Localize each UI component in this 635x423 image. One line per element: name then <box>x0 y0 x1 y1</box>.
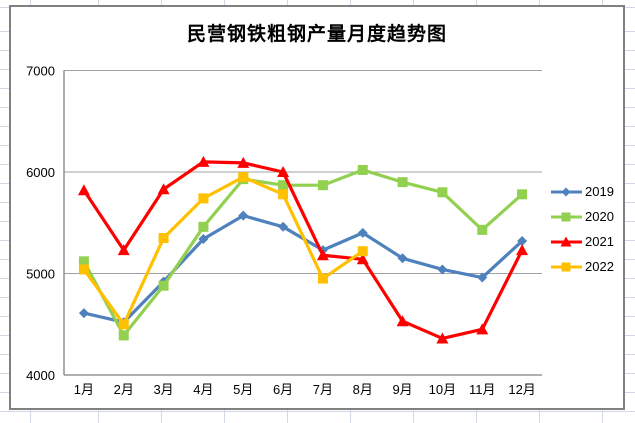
square-marker-icon <box>158 232 169 243</box>
square-marker-icon <box>158 280 169 291</box>
triangle-marker-icon <box>117 244 130 256</box>
legend: 2019 2020 2021 2022 <box>551 185 614 274</box>
diamond-marker-icon <box>517 236 528 247</box>
legend-marker-2021-icon <box>551 236 582 247</box>
series-line-2020 <box>82 168 524 338</box>
square-marker-icon <box>317 180 328 191</box>
diamond-marker-icon <box>238 210 249 221</box>
legend-label: 2019 <box>585 184 614 199</box>
square-marker-icon <box>278 189 289 200</box>
x-tick-label: 6月 <box>273 382 293 397</box>
diamond-marker-icon <box>357 227 368 238</box>
series-line-2021 <box>82 160 524 341</box>
square-marker-icon <box>317 273 328 284</box>
y-tick-label: 6000 <box>26 165 55 180</box>
square-marker-icon <box>477 224 488 235</box>
square-marker-icon <box>278 180 289 191</box>
chart-title: 民营钢铁粗钢产量月度趋势图 <box>186 23 447 45</box>
square-marker-icon <box>238 172 249 183</box>
square-marker-icon <box>397 177 408 188</box>
diamond-marker-icon <box>477 272 488 283</box>
diamond-marker-icon <box>278 221 289 232</box>
square-marker-icon <box>561 262 571 272</box>
triangle-marker-icon <box>197 155 210 167</box>
square-marker-icon <box>357 164 368 175</box>
triangle-marker-icon <box>237 156 250 168</box>
triangle-marker-icon <box>157 183 170 195</box>
legend-item-2021: 2021 <box>551 235 614 249</box>
y-tick-label: 4000 <box>26 368 55 383</box>
legend-marker-2020-icon <box>551 212 582 222</box>
x-tick-label: 11月 <box>469 382 496 397</box>
triangle-marker-icon <box>516 244 529 256</box>
diamond-marker-icon <box>397 253 408 264</box>
triangle-marker-icon <box>560 236 572 247</box>
triangle-marker-icon <box>396 315 409 327</box>
square-marker-icon <box>357 246 368 257</box>
square-marker-icon <box>78 264 89 275</box>
chart-panel[interactable]: 民营钢铁粗钢产量月度趋势图 4000 5000 6000 7000 1月 2月 3月 4月 5月… <box>9 5 625 410</box>
legend-label: 2022 <box>585 259 614 274</box>
square-marker-icon <box>198 193 209 204</box>
legend-marker-2022-icon <box>551 262 582 272</box>
square-marker-icon <box>118 330 129 341</box>
legend-label: 2020 <box>585 209 614 224</box>
series-line-2022 <box>82 175 365 326</box>
triangle-marker-icon <box>356 253 369 265</box>
plot-area: 4000 5000 6000 7000 1月 2月 3月 4月 5月 6月 7月 8月 9月 10月 11月… <box>26 64 542 397</box>
y-tick-label: 5000 <box>26 267 55 282</box>
diamond-marker-icon <box>437 264 448 275</box>
x-tick-label: 5月 <box>233 382 253 397</box>
diamond-marker-icon <box>78 308 89 319</box>
x-tick-label: 2月 <box>114 382 134 397</box>
y-tick-label: 7000 <box>26 64 55 79</box>
x-tick-label: 10月 <box>429 382 456 397</box>
triangle-marker-icon <box>316 249 329 261</box>
legend-marker-2019-icon <box>551 187 582 197</box>
x-tick-label: 9月 <box>392 382 412 397</box>
triangle-marker-icon <box>77 184 90 196</box>
square-marker-icon <box>517 189 528 200</box>
triangle-marker-icon <box>476 323 489 335</box>
square-marker-icon <box>198 221 209 232</box>
square-marker-icon <box>78 256 89 267</box>
x-tick-label: 7月 <box>313 382 333 397</box>
legend-item-2020: 2020 <box>551 210 614 224</box>
legend-item-2019: 2019 <box>551 185 614 199</box>
square-marker-icon <box>118 319 129 330</box>
triangle-marker-icon <box>277 166 290 177</box>
legend-label: 2021 <box>585 234 614 249</box>
square-marker-icon <box>437 187 448 198</box>
diamond-marker-icon <box>198 233 209 244</box>
x-tick-label: 4月 <box>193 382 213 397</box>
triangle-marker-icon <box>436 332 449 344</box>
square-marker-icon <box>561 212 571 222</box>
x-tick-label: 1月 <box>74 382 94 397</box>
x-tick-label: 12月 <box>508 382 535 397</box>
legend-item-2022: 2022 <box>551 260 614 274</box>
x-tick-label: 8月 <box>353 382 373 397</box>
diamond-marker-icon <box>561 187 571 197</box>
x-tick-label: 3月 <box>153 382 173 397</box>
